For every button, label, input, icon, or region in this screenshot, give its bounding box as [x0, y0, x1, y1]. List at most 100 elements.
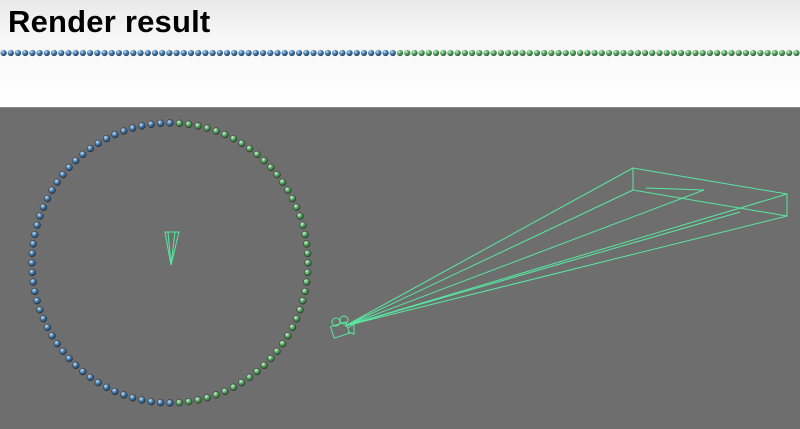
ring-bead[interactable] — [39, 315, 48, 323]
ring-bead[interactable] — [43, 194, 52, 203]
ring-bead[interactable] — [267, 354, 275, 363]
ring-bead[interactable] — [221, 130, 229, 139]
ring-bead[interactable] — [29, 240, 37, 248]
ring-bead[interactable] — [273, 171, 281, 179]
ring-bead[interactable] — [238, 139, 246, 148]
ring-bead[interactable] — [138, 122, 146, 130]
ring-bead[interactable] — [260, 361, 268, 369]
ring-bead[interactable] — [221, 387, 229, 396]
ring-bead[interactable] — [53, 340, 61, 348]
ring-bead[interactable] — [39, 203, 48, 211]
ring-bead[interactable] — [166, 399, 174, 407]
strip-bead — [382, 49, 389, 57]
ring-bead[interactable] — [147, 398, 155, 406]
ring-bead[interactable] — [175, 119, 184, 127]
ring-bead[interactable] — [28, 268, 36, 277]
ring-bead[interactable] — [245, 144, 254, 153]
ring-bead[interactable] — [284, 186, 292, 194]
ring-bead[interactable] — [301, 287, 309, 296]
ring-bead[interactable] — [31, 230, 39, 239]
ring-bead[interactable] — [156, 119, 165, 127]
ring-bead[interactable] — [102, 383, 111, 391]
ring-bead[interactable] — [33, 221, 41, 229]
ring-bead[interactable] — [36, 306, 44, 314]
ring-bead[interactable] — [273, 347, 281, 356]
ring-bead[interactable] — [175, 399, 184, 407]
ring-bead[interactable] — [212, 391, 220, 399]
ring-bead[interactable] — [65, 354, 73, 363]
ring-bead[interactable] — [86, 373, 95, 382]
ring-bead[interactable] — [33, 297, 41, 305]
ring-bead[interactable] — [284, 332, 292, 340]
ring-bead[interactable] — [238, 378, 246, 387]
ring-bead[interactable] — [120, 127, 128, 135]
ring-bead[interactable] — [194, 396, 202, 404]
ring-bead[interactable] — [29, 278, 37, 286]
ring-bead[interactable] — [304, 259, 312, 267]
ring-bead[interactable] — [59, 347, 67, 356]
ring-bead[interactable] — [292, 203, 301, 211]
ring-bead[interactable] — [31, 287, 39, 296]
ring-bead[interactable] — [296, 212, 304, 220]
ring-bead[interactable] — [102, 135, 111, 143]
ring-bead[interactable] — [147, 120, 155, 128]
3d-viewport[interactable] — [0, 108, 800, 424]
ring-bead[interactable] — [267, 163, 275, 172]
ring-bead[interactable] — [288, 194, 297, 203]
ring-bead[interactable] — [138, 396, 146, 404]
ring-bead[interactable] — [48, 332, 56, 340]
ring-bead[interactable] — [28, 249, 36, 258]
ring-bead[interactable] — [253, 150, 261, 159]
ring-bead[interactable] — [53, 178, 61, 186]
strip-bead — [115, 49, 123, 57]
ring-bead[interactable] — [166, 119, 174, 127]
ring-bead[interactable] — [299, 297, 307, 305]
ring-bead[interactable] — [156, 399, 165, 407]
ring-bead[interactable] — [129, 394, 137, 402]
ring-bead[interactable] — [304, 268, 312, 277]
strip-bead — [144, 49, 151, 57]
ring-bead[interactable] — [120, 391, 128, 399]
ring-bead[interactable] — [59, 171, 67, 179]
ring-bead[interactable] — [86, 144, 95, 153]
ring-bead[interactable] — [301, 230, 309, 239]
ring-bead[interactable] — [303, 278, 311, 286]
ring-bead[interactable] — [245, 373, 254, 382]
light-gizmo-icon[interactable] — [164, 231, 180, 266]
ring-bead[interactable] — [111, 130, 119, 139]
ring-bead[interactable] — [79, 367, 87, 376]
ring-bead[interactable] — [111, 387, 119, 396]
ring-bead[interactable] — [296, 306, 304, 314]
ring-bead[interactable] — [212, 127, 220, 135]
ring-bead[interactable] — [48, 186, 56, 194]
ring-bead[interactable] — [194, 122, 202, 130]
ring-bead[interactable] — [72, 157, 80, 165]
ring-bead[interactable] — [279, 178, 287, 186]
ring-bead[interactable] — [303, 240, 311, 248]
ring-bead[interactable] — [79, 150, 87, 159]
ring-bead[interactable] — [94, 139, 102, 148]
ring-bead[interactable] — [229, 383, 238, 391]
ring-bead[interactable] — [43, 323, 52, 332]
ring-bead[interactable] — [65, 163, 73, 172]
ring-bead[interactable] — [185, 398, 193, 406]
ring-bead[interactable] — [28, 259, 36, 267]
ring-bead[interactable] — [36, 212, 44, 220]
ring-bead[interactable] — [129, 124, 137, 132]
ring-bead[interactable] — [253, 367, 261, 376]
ring-bead[interactable] — [288, 323, 297, 332]
camera-icon[interactable] — [329, 315, 355, 339]
ring-bead[interactable] — [279, 340, 287, 348]
ring-bead[interactable] — [94, 378, 102, 387]
camera-frustum[interactable] — [344, 167, 788, 327]
ring-bead[interactable] — [304, 249, 312, 258]
bead-ring[interactable] — [28, 119, 312, 407]
ring-bead[interactable] — [203, 394, 211, 402]
ring-bead[interactable] — [260, 157, 268, 165]
ring-bead[interactable] — [185, 120, 193, 128]
ring-bead[interactable] — [203, 124, 211, 132]
ring-bead[interactable] — [229, 135, 238, 143]
ring-bead[interactable] — [72, 361, 80, 369]
ring-bead[interactable] — [299, 221, 307, 229]
ring-bead[interactable] — [292, 315, 301, 323]
